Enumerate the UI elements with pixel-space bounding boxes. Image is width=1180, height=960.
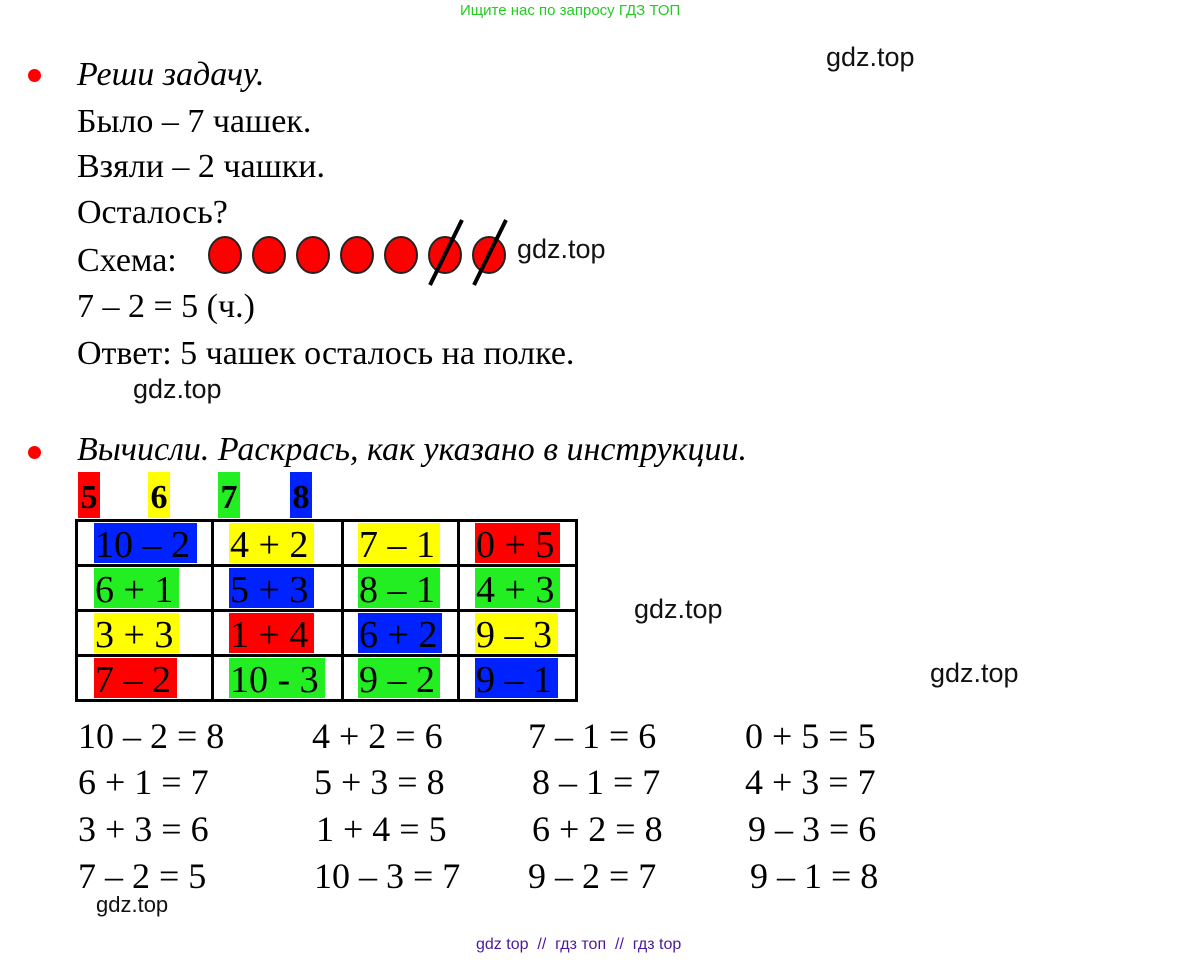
equation: 1 + 4 = 5	[316, 809, 447, 849]
grid-expression: 0 + 5	[475, 523, 560, 566]
grid-cell: 6 + 1	[75, 564, 214, 612]
equation: 7 – 1 = 6	[528, 716, 657, 756]
grid-cell: 8 – 1	[341, 564, 460, 612]
task1-solution: 7 – 2 = 5 (ч.)	[77, 288, 255, 325]
task1-line: Было – 7 чашек.	[77, 103, 312, 140]
grid-expression: 6 + 1	[94, 568, 179, 611]
grid-cell: 1 + 4	[211, 609, 344, 657]
equation: 0 + 5 = 5	[745, 716, 876, 756]
grid-cell: 3 + 3	[75, 609, 214, 657]
watermark: gdz.top	[96, 892, 169, 917]
grid-cell: 10 - 3	[211, 654, 344, 702]
equation: 9 – 3 = 6	[748, 809, 877, 849]
task1-answer: Ответ: 5 чашек осталось на полке.	[77, 335, 575, 372]
grid-cell: 6 + 2	[341, 609, 460, 657]
grid-expression: 6 + 2	[358, 613, 442, 656]
legend-swatch: 8	[290, 472, 312, 518]
grid-cell: 10 – 2	[75, 519, 214, 567]
grid-expression: 4 + 3	[475, 568, 560, 611]
grid-expression: 7 – 2	[94, 658, 177, 701]
watermark: gdz.top	[517, 234, 606, 264]
task1-title: Реши задачу.	[77, 56, 265, 93]
equation: 8 – 1 = 7	[532, 762, 661, 802]
grid-row: 7 – 2 10 - 3 9 – 2 9 – 1	[75, 654, 578, 702]
cross-out-line	[428, 219, 464, 286]
grid-expression: 1 + 4	[229, 613, 314, 656]
bullet-icon	[28, 69, 41, 82]
watermark: gdz.top	[826, 42, 915, 72]
equation: 7 – 2 = 5	[78, 856, 207, 896]
bullet-icon	[28, 446, 41, 459]
task2-title: Вычисли. Раскрась, как указано в инструк…	[77, 431, 748, 468]
grid-expression: 10 - 3	[229, 658, 325, 701]
grid-cell: 0 + 5	[457, 519, 578, 567]
legend-swatch: 7	[218, 472, 240, 518]
grid-row: 10 – 2 4 + 2 7 – 1 0 + 5	[75, 519, 578, 567]
cup-circle	[208, 236, 242, 274]
exercise-grid: 10 – 2 4 + 2 7 – 1 0 + 5 6 + 1 5 + 3 8 – 1 4 + …	[75, 519, 578, 702]
footer: gdz top // гдз топ // гдз top	[476, 936, 682, 953]
grid-expression: 5 + 3	[229, 568, 314, 611]
grid-cell: 5 + 3	[211, 564, 344, 612]
grid-row: 6 + 1 5 + 3 8 – 1 4 + 3	[75, 564, 578, 612]
watermark: gdz.top	[930, 658, 1019, 688]
watermark: gdz.top	[133, 374, 222, 404]
watermark: gdz.top	[634, 594, 723, 624]
grid-expression: 8 – 1	[358, 568, 440, 611]
cup-circle	[340, 236, 374, 274]
task1-line: Осталось?	[77, 194, 228, 231]
equation: 3 + 3 = 6	[78, 809, 209, 849]
cup-circle	[296, 236, 330, 274]
equation: 4 + 2 = 6	[312, 716, 443, 756]
header-banner: Ищите нас по запросу ГДЗ ТОП	[460, 2, 681, 19]
legend-swatch: 5	[78, 472, 100, 518]
equation: 10 – 3 = 7	[314, 856, 461, 896]
grid-expression: 3 + 3	[94, 613, 179, 656]
grid-cell: 7 – 2	[75, 654, 214, 702]
grid-expression: 9 – 2	[358, 658, 440, 701]
grid-expression: 7 – 1	[358, 523, 440, 566]
grid-cell: 9 – 3	[457, 609, 578, 657]
grid-cell: 9 – 1	[457, 654, 578, 702]
grid-cell: 4 + 2	[211, 519, 344, 567]
grid-row: 3 + 3 1 + 4 6 + 2 9 – 3	[75, 609, 578, 657]
grid-expression: 9 – 3	[475, 613, 558, 656]
grid-cell: 9 – 2	[341, 654, 460, 702]
cross-out-line	[472, 219, 508, 286]
grid-expression: 4 + 2	[229, 523, 314, 566]
grid-cell: 7 – 1	[341, 519, 460, 567]
grid-expression: 10 – 2	[94, 523, 197, 566]
cup-circle	[384, 236, 418, 274]
cup-circle	[252, 236, 286, 274]
grid-cell: 4 + 3	[457, 564, 578, 612]
legend-swatch: 6	[148, 472, 170, 518]
equation: 5 + 3 = 8	[314, 762, 445, 802]
equation: 10 – 2 = 8	[78, 716, 225, 756]
equation: 6 + 1 = 7	[78, 762, 209, 802]
scheme-diagram	[208, 219, 508, 286]
equation: 4 + 3 = 7	[745, 762, 876, 802]
equation: 9 – 2 = 7	[528, 856, 657, 896]
grid-expression: 9 – 1	[475, 658, 558, 701]
scheme-label: Схема:	[77, 242, 177, 279]
equation: 9 – 1 = 8	[750, 856, 879, 896]
task1-line: Взяли – 2 чашки.	[77, 148, 325, 185]
equation: 6 + 2 = 8	[532, 809, 663, 849]
